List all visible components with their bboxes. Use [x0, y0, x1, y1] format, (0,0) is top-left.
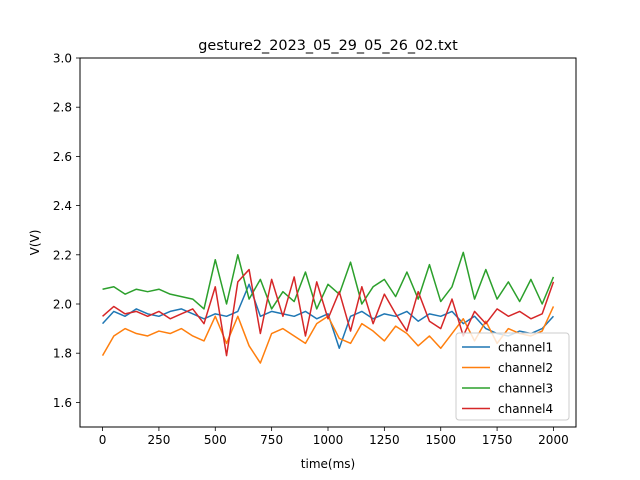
legend-label-4: channel4: [498, 402, 553, 416]
x-tick-label: 1500: [425, 433, 456, 447]
x-tick-label: 250: [147, 433, 170, 447]
y-tick-label: 2.4: [53, 199, 72, 213]
legend-label-2: channel2: [498, 361, 553, 375]
series-line-1: [101, 283, 555, 350]
y-tick-label: 2.6: [53, 150, 72, 164]
y-tick-label: 2.2: [53, 248, 72, 262]
legend: channel1 channel2 channel3 channel4: [455, 332, 570, 421]
y-tick-label: 2.0: [53, 298, 72, 312]
y-axis-ticks: 1.6 1.8 2.0 2.2 2.4 2.6 2.8 3.0: [53, 52, 80, 410]
x-tick-label: 0: [99, 433, 107, 447]
x-tick-label: 1750: [482, 433, 513, 447]
legend-box: [455, 332, 570, 421]
x-tick-label: 500: [204, 433, 227, 447]
y-tick-label: 1.8: [53, 347, 72, 361]
y-axis-label: V(V): [28, 230, 42, 256]
plot-lines: [101, 251, 555, 364]
legend-label-3: channel3: [498, 382, 553, 396]
legend-label-1: channel1: [498, 341, 553, 355]
y-tick-label: 1.6: [53, 396, 72, 410]
x-axis-label: time(ms): [301, 457, 355, 471]
x-tick-label: 1000: [313, 433, 344, 447]
chart-title: gesture2_2023_05_29_05_26_02.txt: [198, 38, 458, 54]
series-line-3: [102, 251, 555, 310]
y-tick-label: 2.8: [53, 101, 72, 115]
x-tick-label: 2000: [538, 433, 569, 447]
x-tick-label: 1250: [369, 433, 400, 447]
series-line-4: [102, 268, 555, 357]
y-tick-label: 3.0: [53, 52, 72, 66]
x-tick-label: 750: [260, 433, 283, 447]
x-axis-ticks: 0 250 500 750 1000 1250 1500 1750 2000: [99, 427, 569, 447]
